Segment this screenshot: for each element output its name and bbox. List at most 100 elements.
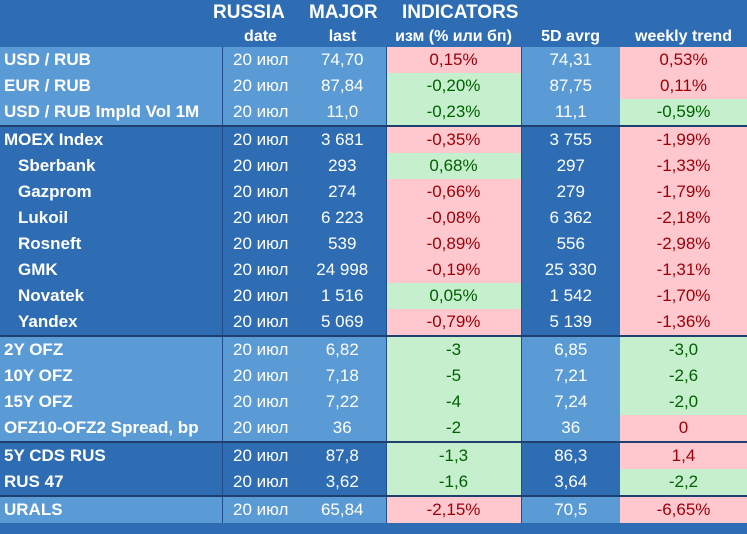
row-name: Yandex <box>0 309 222 336</box>
row-date: 20 июл <box>221 257 299 283</box>
row-5d-avg: 279 <box>520 179 620 205</box>
row-weekly-trend: -1,99% <box>620 125 747 153</box>
row-date: 20 июл <box>221 179 299 205</box>
row-name: Novatek <box>0 283 222 309</box>
row-name: Rosneft <box>0 231 222 257</box>
table-row: 2Y OFZ 20 июл 6,82 -3 6,85 -3,0 <box>0 335 747 363</box>
row-last: 74,70 <box>299 47 386 73</box>
row-weekly-trend: -6,65% <box>620 495 747 523</box>
row-change: -3 <box>385 335 521 363</box>
row-name: URALS <box>0 495 222 523</box>
row-weekly-trend: -2,98% <box>620 231 747 257</box>
row-5d-avg: 11,1 <box>520 99 620 126</box>
row-weekly-trend: 0,53% <box>620 47 747 73</box>
row-last: 1 516 <box>299 283 386 309</box>
row-last: 539 <box>299 231 386 257</box>
row-change: -2,15% <box>385 495 521 523</box>
row-last: 87,8 <box>299 441 386 469</box>
row-change: -0,08% <box>385 205 521 231</box>
row-change: -5 <box>385 363 521 389</box>
row-5d-avg: 3,64 <box>520 469 620 496</box>
row-date: 20 июл <box>221 125 299 153</box>
row-last: 274 <box>299 179 386 205</box>
row-5d-avg: 25 330 <box>520 257 620 283</box>
row-date: 20 июл <box>221 309 299 336</box>
row-weekly-trend: 0,11% <box>620 73 747 99</box>
table-row: EUR / RUB 20 июл 87,84 -0,20% 87,75 0,11% <box>0 73 747 99</box>
row-name: Gazprom <box>0 179 222 205</box>
row-weekly-trend: -2,0 <box>620 389 747 415</box>
row-5d-avg: 7,21 <box>520 363 620 389</box>
table-row: MOEX Index 20 июл 3 681 -0,35% 3 755 -1,99% <box>0 125 747 153</box>
row-name: GMK <box>0 257 222 283</box>
row-change: 0,15% <box>385 47 521 73</box>
row-name: RUS 47 <box>0 469 222 496</box>
row-change: -0,20% <box>385 73 521 99</box>
row-date: 20 июл <box>221 99 299 126</box>
row-date: 20 июл <box>221 231 299 257</box>
title-word-1: RUSSIA <box>213 2 285 23</box>
row-5d-avg: 3 755 <box>520 125 620 153</box>
row-5d-avg: 36 <box>520 415 620 442</box>
table-row: Yandex 20 июл 5 069 -0,79% 5 139 -1,36% <box>0 309 747 336</box>
table-row: 10Y OFZ 20 июл 7,18 -5 7,21 -2,6 <box>0 363 747 389</box>
table-row: USD / RUB Impld Vol 1M 20 июл 11,0 -0,23% 11… <box>0 99 747 126</box>
table-row: Novatek 20 июл 1 516 0,05% 1 542 -1,70% <box>0 283 747 309</box>
table-row: GMK 20 июл 24 998 -0,19% 25 330 -1,31% <box>0 257 747 283</box>
table-row: RUS 47 20 июл 3,62 -1,6 3,64 -2,2 <box>0 469 747 496</box>
row-change: -0,89% <box>385 231 521 257</box>
row-last: 3 681 <box>299 125 386 153</box>
table-row: Lukoil 20 июл 6 223 -0,08% 6 362 -2,18% <box>0 205 747 231</box>
row-date: 20 июл <box>221 47 299 73</box>
row-weekly-trend: -1,33% <box>620 153 747 179</box>
row-5d-avg: 7,24 <box>520 389 620 415</box>
row-change: -0,23% <box>385 99 521 126</box>
row-last: 24 998 <box>299 257 386 283</box>
row-change: -0,19% <box>385 257 521 283</box>
row-weekly-trend: -1,79% <box>620 179 747 205</box>
header-weekly-trend: weekly trend <box>620 26 747 47</box>
row-name: OFZ10-OFZ2 Spread, bp <box>0 415 222 442</box>
title-word-3: INDICATORS <box>402 2 519 23</box>
row-weekly-trend: 0 <box>620 415 747 442</box>
row-weekly-trend: -1,36% <box>620 309 747 336</box>
row-change: 0,05% <box>385 283 521 309</box>
row-weekly-trend: -2,18% <box>620 205 747 231</box>
row-change: -0,35% <box>385 125 521 153</box>
row-last: 5 069 <box>299 309 386 336</box>
row-change: -4 <box>385 389 521 415</box>
row-change: 0,68% <box>385 153 521 179</box>
row-weekly-trend: -2,2 <box>620 469 747 496</box>
table-row: Gazprom 20 июл 274 -0,66% 279 -1,79% <box>0 179 747 205</box>
title-word-2: MAJOR <box>309 2 378 23</box>
row-name: USD / RUB Impld Vol 1M <box>0 99 222 126</box>
row-weekly-trend: 1,4 <box>620 441 747 469</box>
row-5d-avg: 74,31 <box>520 47 620 73</box>
row-weekly-trend: -1,31% <box>620 257 747 283</box>
row-date: 20 июл <box>221 335 299 363</box>
row-5d-avg: 6 362 <box>520 205 620 231</box>
row-name: MOEX Index <box>0 125 222 153</box>
row-date: 20 июл <box>221 415 299 442</box>
table-row: 15Y OFZ 20 июл 7,22 -4 7,24 -2,0 <box>0 389 747 415</box>
row-date: 20 июл <box>221 73 299 99</box>
row-5d-avg: 556 <box>520 231 620 257</box>
table-row: Sberbank 20 июл 293 0,68% 297 -1,33% <box>0 153 747 179</box>
table-row: 5Y CDS RUS 20 июл 87,8 -1,3 86,3 1,4 <box>0 441 747 469</box>
row-last: 65,84 <box>299 495 386 523</box>
row-date: 20 июл <box>221 389 299 415</box>
row-last: 293 <box>299 153 386 179</box>
row-date: 20 июл <box>221 363 299 389</box>
row-5d-avg: 6,85 <box>520 335 620 363</box>
row-date: 20 июл <box>221 441 299 469</box>
row-change: -2 <box>385 415 521 442</box>
row-5d-avg: 87,75 <box>520 73 620 99</box>
row-last: 7,18 <box>299 363 386 389</box>
header-date: date <box>222 26 299 47</box>
row-weekly-trend: -3,0 <box>620 335 747 363</box>
row-5d-avg: 86,3 <box>520 441 620 469</box>
row-5d-avg: 70,5 <box>520 495 620 523</box>
row-date: 20 июл <box>221 205 299 231</box>
row-weekly-trend: -0,59% <box>620 99 747 126</box>
row-date: 20 июл <box>221 469 299 496</box>
